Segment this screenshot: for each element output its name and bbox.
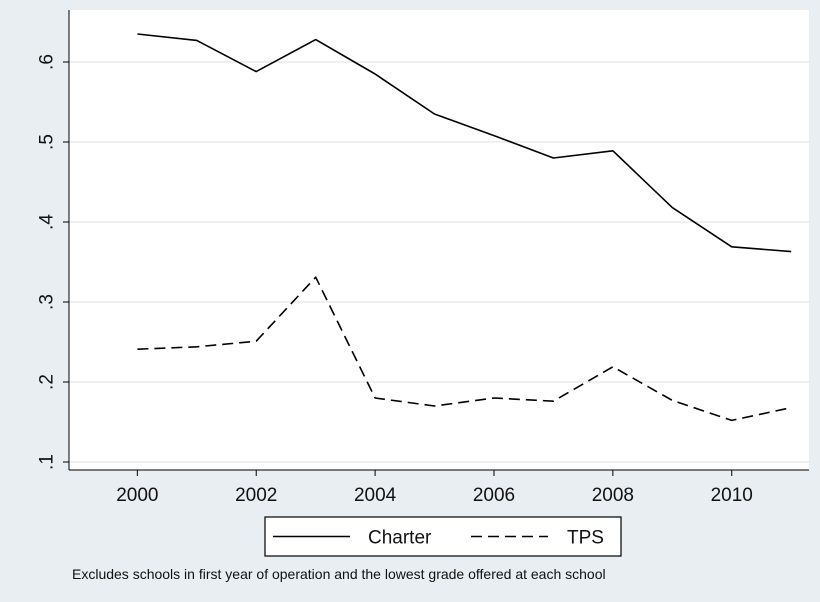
x-tick-label-3: 2006 bbox=[473, 485, 515, 506]
legend-label-tps: TPS bbox=[567, 528, 604, 549]
plot-area bbox=[69, 10, 809, 470]
y-tick-label-0: .1 bbox=[37, 454, 58, 470]
axes: .1 .2 .3 .4 .5 .6 2000 2002 2004 2006 2008 2010 bbox=[37, 10, 809, 506]
y-tick-label-3: .4 bbox=[37, 214, 58, 230]
legend-label-charter: Charter bbox=[368, 528, 432, 549]
x-tick-label-4: 2008 bbox=[592, 485, 634, 506]
series-line-charter bbox=[137, 33, 792, 253]
legend: Charter TPS bbox=[264, 516, 622, 557]
series-lines bbox=[137, 33, 792, 422]
legend-box bbox=[264, 516, 622, 557]
y-tick-label-5: .6 bbox=[37, 54, 58, 70]
chart-note: Excludes schools in first year of operat… bbox=[72, 566, 606, 582]
y-tick-label-2: .3 bbox=[37, 294, 58, 310]
x-tick-label-0: 2000 bbox=[116, 485, 158, 506]
y-tick-label-1: .2 bbox=[37, 374, 58, 390]
series-line-tps bbox=[137, 276, 792, 422]
x-tick-label-5: 2010 bbox=[711, 485, 753, 506]
grid-lines bbox=[69, 61, 809, 463]
x-tick-label-2: 2004 bbox=[354, 485, 397, 506]
x-tick-label-1: 2002 bbox=[235, 485, 277, 506]
y-tick-label-4: .5 bbox=[37, 134, 58, 150]
